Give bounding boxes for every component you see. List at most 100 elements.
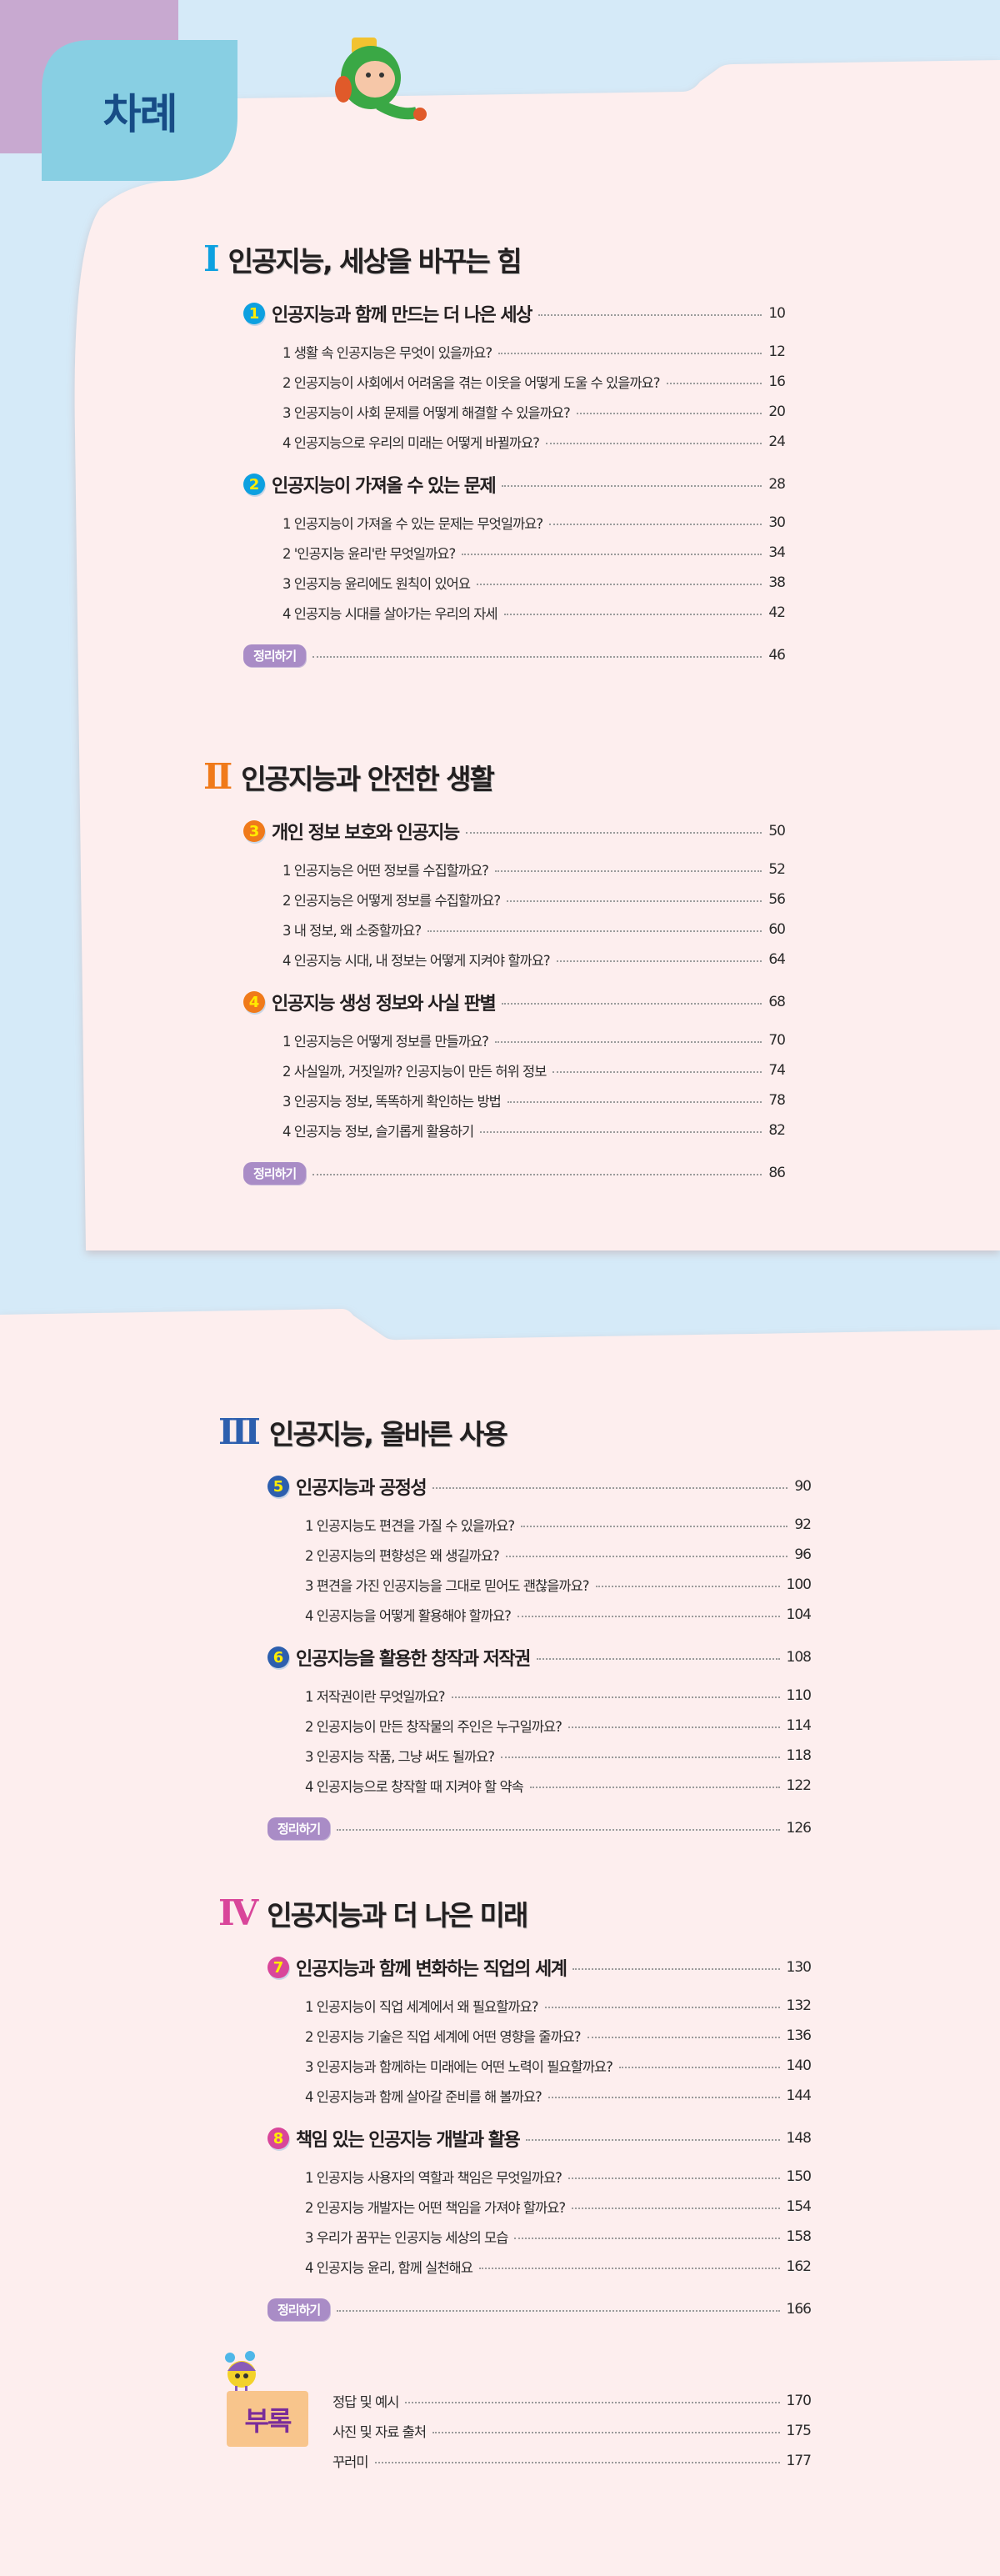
part-title: 인공지능, 세상을 바꾸는 힘 [228, 245, 522, 278]
chapter-title: 개인 정보 보호와 인공지능 [272, 823, 460, 844]
dotted-leader [568, 2178, 780, 2179]
toc-chapter-link[interactable]: 5 인공지능과 공정성 90 [218, 1474, 812, 1499]
page-number: 154 [786, 2198, 812, 2215]
toc-item-link[interactable]: 4 인공지능으로 창작할 때 지켜야 할 약속 122 [218, 1771, 812, 1801]
page-number: 46 [768, 647, 786, 664]
toc-item-link[interactable]: 4 인공지능을 어떻게 활용해야 할까요? 104 [218, 1600, 812, 1630]
toc-item-link[interactable]: 1 인공지능은 어떻게 정보를 만들까요? 70 [203, 1025, 786, 1055]
toc-item-link[interactable]: 1 인공지능이 가져올 수 있는 문제는 무엇일까요? 30 [203, 508, 786, 538]
toc-chapter-link[interactable]: 7 인공지능과 함께 변화하는 직업의 세계 130 [218, 1954, 812, 1981]
chapter-title-group: 7 인공지능과 함께 변화하는 직업의 세계 [268, 1954, 568, 1981]
toc-chapter-link[interactable]: 6 인공지능을 활용한 창작과 저작권 108 [218, 1644, 812, 1671]
toc-item-link[interactable]: 4 인공지능으로 우리의 미래는 어떻게 바뀔까요? 24 [203, 427, 786, 457]
dotted-leader [502, 1003, 762, 1005]
page-number: 82 [768, 1122, 786, 1139]
page-number: 96 [794, 1546, 812, 1563]
chapter-title-group: 3 개인 정보 보호와 인공지능 [243, 818, 460, 844]
appendix-item-link[interactable]: 사진 및 자료 출처 175 [332, 2416, 812, 2446]
part-title: 인공지능과 더 나은 미래 [267, 1899, 528, 1932]
toc-item-link[interactable]: 2 인공지능이 만든 창작물의 주인은 누구일까요? 114 [218, 1711, 812, 1741]
toc-chapter-link[interactable]: 3 개인 정보 보호와 인공지능 50 [203, 818, 786, 844]
toc-item-link[interactable]: 4 인공지능 시대, 내 정보는 어떻게 지켜야 할까요? 64 [203, 945, 786, 975]
toc-chapter-link[interactable]: 8 책임 있는 인공지능 개발과 활용 148 [218, 2126, 812, 2151]
page-number: 42 [768, 604, 786, 621]
chapter-title-group: 6 인공지능을 활용한 창작과 저작권 [268, 1644, 531, 1671]
dotted-leader [587, 2037, 780, 2038]
toc-item-link[interactable]: 3 인공지능과 함께하는 미래에는 어떤 노력이 필요할까요? 140 [218, 2051, 812, 2081]
item-title: 4 인공지능과 함께 살아갈 준비를 해 볼까요? [305, 2089, 542, 2105]
dotted-leader [428, 930, 762, 932]
item-title: 2 인공지능 개발자는 어떤 책임을 가져야 할까요? [305, 2200, 566, 2216]
item-title: 4 인공지능 시대, 내 정보는 어떻게 지켜야 할까요? [282, 953, 551, 969]
item-title: 3 인공지능 작품, 그냥 써도 될까요? [305, 1749, 495, 1765]
toc-item-link[interactable]: 1 생활 속 인공지능은 무엇이 있을까요? 12 [203, 337, 786, 367]
toc-item-link[interactable]: 4 인공지능과 함께 살아갈 준비를 해 볼까요? 144 [218, 2081, 812, 2111]
toc-item-link[interactable]: 2 인공지능 개발자는 어떤 책임을 가져야 할까요? 154 [218, 2192, 812, 2222]
page-number: 130 [786, 1959, 812, 1976]
toc-chapter-link[interactable]: 1 인공지능과 함께 만드는 더 나은 세상 10 [203, 301, 786, 326]
dotted-leader [478, 2268, 780, 2269]
toc-item-link[interactable]: 3 내 정보, 왜 소중할까요? 60 [203, 915, 786, 945]
toc-item-link[interactable]: 3 인공지능 윤리에도 원칙이 있어요 38 [203, 568, 786, 598]
toc-summary-link[interactable]: 정리하기 86 [203, 1160, 786, 1185]
item-title: 2 인공지능이 만든 창작물의 주인은 누구일까요? [305, 1719, 562, 1735]
item-title: 3 인공지능과 함께하는 미래에는 어떤 노력이 필요할까요? [305, 2059, 613, 2075]
toc-summary-link[interactable]: 정리하기 166 [218, 2297, 812, 2322]
toc-summary-link[interactable]: 정리하기 46 [203, 643, 786, 668]
toc-item-link[interactable]: 1 인공지능은 어떤 정보를 수집할까요? 52 [203, 854, 786, 885]
page-sheet-bottom [0, 1309, 1000, 2576]
appendix-item-link[interactable]: 꾸러미 177 [332, 2446, 812, 2476]
toc-item-link[interactable]: 2 사실일까, 거짓일까? 인공지능이 만든 허위 정보 74 [203, 1055, 786, 1085]
dotted-leader [337, 2310, 780, 2312]
toc-item-link[interactable]: 1 인공지능이 직업 세계에서 왜 필요할까요? 132 [218, 1991, 812, 2021]
chapter-number-badge: 7 [268, 1957, 289, 1978]
page-number: 108 [786, 1649, 812, 1666]
dotted-leader [432, 1487, 788, 1489]
toc-item-link[interactable]: 1 인공지능 사용자의 역할과 책임은 무엇일까요? 150 [218, 2162, 812, 2192]
page-number: 122 [786, 1777, 812, 1794]
dotted-leader [529, 1787, 780, 1788]
dotted-leader [502, 485, 762, 487]
item-title: 1 인공지능은 어떻게 정보를 만들까요? [282, 1034, 489, 1050]
chapter-number-badge: 2 [243, 474, 265, 495]
toc-item-link[interactable]: 3 인공지능이 사회 문제를 어떻게 해결할 수 있을까요? 20 [203, 397, 786, 427]
page-number: 30 [768, 514, 786, 531]
dotted-leader [576, 413, 762, 414]
item-title: 3 내 정보, 왜 소중할까요? [282, 923, 422, 939]
toc-item-link[interactable]: 2 '인공지능 윤리'란 무엇일까요? 34 [203, 538, 786, 568]
toc-chapter-link[interactable]: 2 인공지능이 가져올 수 있는 문제 28 [203, 472, 786, 497]
dotted-leader [462, 554, 762, 555]
item-title: 1 인공지능도 편견을 가질 수 있을까요? [305, 1518, 515, 1534]
item-title: 4 인공지능으로 창작할 때 지켜야 할 약속 [305, 1779, 524, 1795]
chapter-number-badge: 6 [268, 1646, 289, 1668]
toc-item-link[interactable]: 2 인공지능의 편향성은 왜 생길까요? 96 [218, 1540, 812, 1570]
toc-item-link[interactable]: 3 우리가 꿈꾸는 인공지능 세상의 모습 158 [218, 2222, 812, 2252]
toc-item-link[interactable]: 4 인공지능 윤리, 함께 실천해요 162 [218, 2252, 812, 2282]
summary-pill: 정리하기 [243, 1161, 307, 1185]
toc-item-link[interactable]: 3 편견을 가진 인공지능을 그대로 믿어도 괜찮을까요? 100 [218, 1570, 812, 1600]
item-title: 3 인공지능이 사회 문제를 어떻게 해결할 수 있을까요? [282, 405, 571, 421]
toc-item-link[interactable]: 1 저작권이란 무엇일까요? 110 [218, 1681, 812, 1711]
toc-summary-link[interactable]: 정리하기 126 [218, 1816, 812, 1841]
toc-item-link[interactable]: 2 인공지능은 어떻게 정보를 수집할까요? 56 [203, 885, 786, 915]
toc-item-link[interactable]: 3 인공지능 정보, 똑똑하게 확인하는 방법 78 [203, 1085, 786, 1115]
toc-item-link[interactable]: 4 인공지능 정보, 슬기롭게 활용하기 82 [203, 1115, 786, 1145]
toc-item-link[interactable]: 3 인공지능 작품, 그냥 써도 될까요? 118 [218, 1741, 812, 1771]
dotted-leader [480, 1131, 762, 1133]
toc-item-link[interactable]: 4 인공지능 시대를 살아가는 우리의 자세 42 [203, 598, 786, 628]
dotted-leader [568, 1727, 780, 1728]
item-title: 3 우리가 꿈꾸는 인공지능 세상의 모습 [305, 2230, 508, 2246]
page-number: 64 [768, 951, 786, 968]
toc-chapter-link[interactable]: 4 인공지능 생성 정보와 사실 판별 68 [203, 990, 786, 1015]
dotted-leader [505, 1556, 788, 1557]
item-title: 1 생활 속 인공지능은 무엇이 있을까요? [282, 345, 492, 361]
page-number: 166 [786, 2301, 812, 2318]
part-section: III 인공지능, 올바른 사용 5 인공지능과 공정성 90 1 인공지능도 편견을 가… [218, 1414, 812, 1841]
toc-item-link[interactable]: 2 인공지능이 사회에서 어려움을 겪는 이웃을 어떻게 도울 수 있을까요? 1… [203, 367, 786, 397]
toc-item-link[interactable]: 1 인공지능도 편견을 가질 수 있을까요? 92 [218, 1510, 812, 1540]
dotted-leader [521, 1526, 788, 1527]
toc-item-link[interactable]: 2 인공지능 기술은 직업 세계에 어떤 영향을 줄까요? 136 [218, 2021, 812, 2051]
page-number: 175 [786, 2423, 812, 2439]
dotted-leader [536, 1658, 780, 1660]
appendix-item-link[interactable]: 정답 및 예시 170 [332, 2386, 812, 2416]
